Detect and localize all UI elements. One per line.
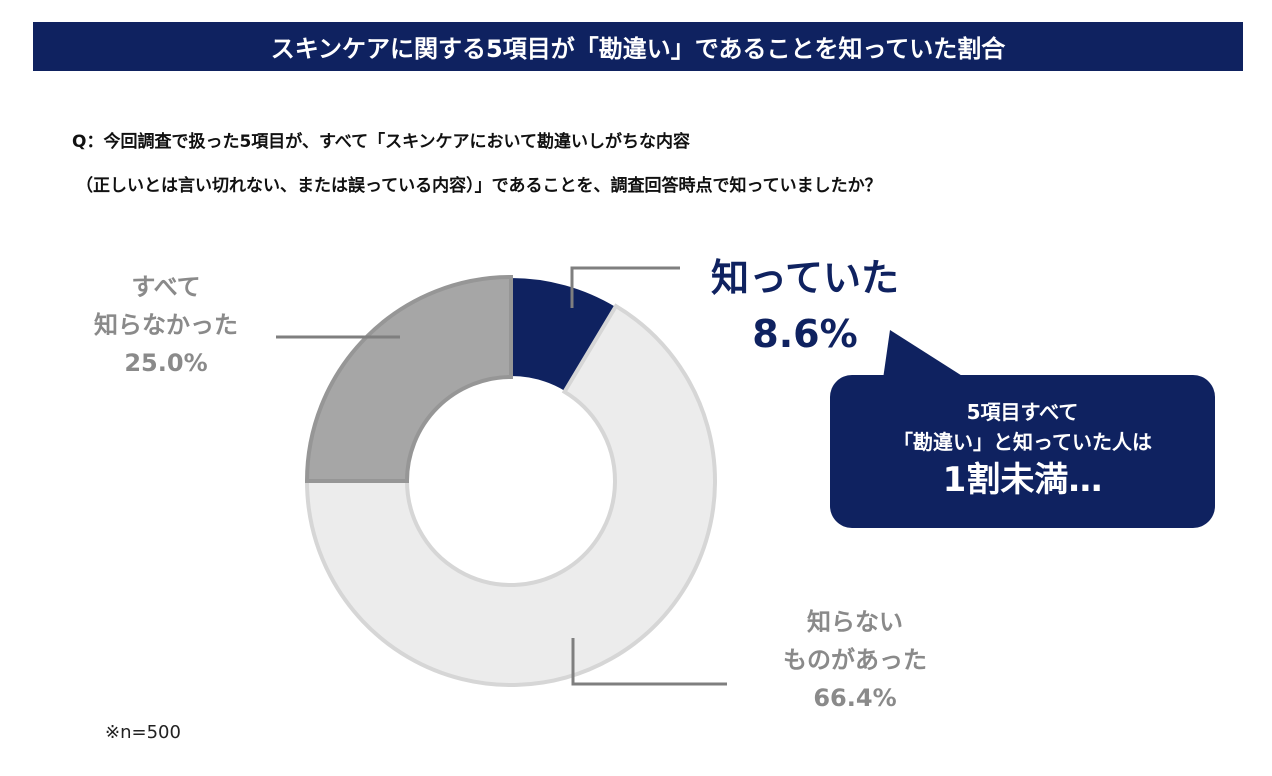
leader-line — [570, 266, 680, 308]
callout-line-3: 1割未満… — [942, 460, 1103, 500]
title: スキンケアに関する5項目が「勘違い」であることを知っていた割合 — [270, 35, 1006, 63]
label-known-value: 8.6% — [752, 312, 858, 356]
label-known: 知っていた 8.6% — [690, 250, 920, 362]
callout-line-2: 「勘違い」と知っていた人は — [893, 430, 1152, 454]
sample-size-note: ※n=500 — [105, 722, 181, 743]
question-line-1: Q：今回調査で扱った5項目が、すべて「スキンケアにおいて勘違いしがちな内容 — [72, 132, 691, 152]
label-known-text: 知っていた — [710, 256, 900, 300]
label-text: 知らない — [807, 608, 903, 636]
callout-line-1: 5項目すべて — [966, 400, 1079, 424]
question-line-2: （正しいとは言い切れない、または誤っている内容）」であることを、調査回答時点で知… — [76, 176, 882, 196]
callout-box: 5項目すべて 「勘違い」と知っていた人は 1割未満… — [830, 375, 1215, 528]
label-text: 知らなかった — [94, 311, 238, 339]
label-none-known: すべて 知らなかった 25.0% — [66, 268, 266, 382]
donut-slice-1 — [304, 303, 717, 687]
donut-slice-2 — [304, 274, 513, 483]
label-value: 25.0% — [124, 349, 208, 377]
title-bar: スキンケアに関する5項目が「勘違い」であることを知っていた割合 — [33, 22, 1243, 71]
label-text: ものがあった — [783, 646, 927, 674]
leader-line — [571, 638, 727, 686]
label-text: すべて — [131, 273, 201, 301]
label-value: 66.4% — [813, 684, 897, 712]
label-some-unknown: 知らない ものがあった 66.4% — [755, 603, 955, 717]
